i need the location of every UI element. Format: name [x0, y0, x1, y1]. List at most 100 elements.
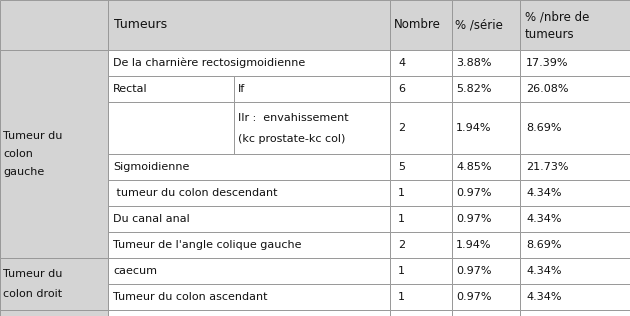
Text: caecum: caecum [113, 266, 157, 276]
Text: Tumeur du: Tumeur du [3, 269, 62, 279]
Bar [0, 180, 108, 206]
Bar [520, 258, 630, 284]
Bar [390, 232, 452, 258]
Bar [520, 76, 630, 102]
Text: 5: 5 [398, 162, 405, 172]
Bar [0, 102, 108, 154]
Bar [234, 76, 390, 102]
Text: colon droit: colon droit [3, 289, 62, 299]
Bar [452, 50, 520, 76]
Bar [452, 206, 520, 232]
Bar [108, 206, 390, 232]
Text: 1.94%: 1.94% [456, 123, 491, 133]
Bar [452, 258, 520, 284]
Bar [0, 310, 108, 316]
Text: % /nbre de: % /nbre de [525, 10, 590, 23]
Text: De la charnière rectosigmoidienne: De la charnière rectosigmoidienne [113, 58, 306, 68]
Bar [390, 258, 452, 284]
Bar [390, 206, 452, 232]
Text: Nombre: Nombre [394, 19, 441, 32]
Bar [0, 50, 108, 76]
Bar [452, 102, 520, 154]
Text: 1: 1 [398, 266, 405, 276]
Bar [108, 284, 390, 310]
Bar [452, 154, 520, 180]
Text: tumeur du colon descendant: tumeur du colon descendant [113, 188, 277, 198]
Bar [520, 310, 630, 316]
Text: 0.97%: 0.97% [456, 266, 491, 276]
Text: 2: 2 [398, 240, 405, 250]
Bar [520, 206, 630, 232]
Bar [390, 102, 452, 154]
Bar [0, 154, 108, 180]
Text: % /série: % /série [455, 19, 503, 32]
Bar [0, 284, 108, 310]
Bar [390, 76, 452, 102]
Bar [520, 180, 630, 206]
Text: IIr :  envahissement: IIr : envahissement [238, 112, 348, 123]
Bar [0, 50, 108, 258]
Bar [0, 76, 108, 102]
Bar [0, 258, 108, 310]
Bar [234, 102, 390, 154]
Text: Du canal anal: Du canal anal [113, 214, 190, 224]
Text: 26.08%: 26.08% [526, 84, 568, 94]
Bar [390, 50, 452, 76]
Bar [390, 310, 452, 316]
Bar [452, 284, 520, 310]
Bar [390, 154, 452, 180]
Bar [0, 258, 108, 284]
Bar [520, 232, 630, 258]
Text: 1: 1 [398, 214, 405, 224]
Bar [452, 310, 520, 316]
Bar [390, 180, 452, 206]
Text: (kc prostate-kc col): (kc prostate-kc col) [238, 134, 345, 144]
Text: 8.69%: 8.69% [526, 240, 561, 250]
Text: Sigmoidienne: Sigmoidienne [113, 162, 190, 172]
Text: 1.94%: 1.94% [456, 240, 491, 250]
Bar [108, 310, 390, 316]
Bar [108, 258, 390, 284]
Text: Tumeur du colon ascendant: Tumeur du colon ascendant [113, 292, 268, 302]
Text: 4.34%: 4.34% [526, 214, 561, 224]
Bar [108, 0, 390, 50]
Bar [452, 232, 520, 258]
Text: 17.39%: 17.39% [526, 58, 568, 68]
Bar [520, 284, 630, 310]
Bar [520, 0, 630, 50]
Text: Tumeurs: Tumeurs [114, 19, 167, 32]
Bar [452, 0, 520, 50]
Text: 4: 4 [398, 58, 405, 68]
Text: 8.69%: 8.69% [526, 123, 561, 133]
Text: 4.34%: 4.34% [526, 188, 561, 198]
Bar [390, 284, 452, 310]
Bar [108, 180, 390, 206]
Bar [0, 206, 108, 232]
Bar [520, 50, 630, 76]
Bar [390, 0, 452, 50]
Bar [108, 50, 390, 76]
Bar [108, 76, 234, 102]
Bar [520, 154, 630, 180]
Text: 2: 2 [398, 123, 405, 133]
Bar [108, 154, 390, 180]
Text: 3.88%: 3.88% [456, 58, 491, 68]
Text: 0.97%: 0.97% [456, 292, 491, 302]
Text: Tumeur de l'angle colique gauche: Tumeur de l'angle colique gauche [113, 240, 302, 250]
Text: 21.73%: 21.73% [526, 162, 568, 172]
Text: 1: 1 [398, 292, 405, 302]
Bar [0, 0, 108, 50]
Text: tumeurs: tumeurs [525, 27, 575, 40]
Text: 0.97%: 0.97% [456, 214, 491, 224]
Text: 4.34%: 4.34% [526, 292, 561, 302]
Text: Tumeur du: Tumeur du [3, 131, 62, 141]
Text: 4.34%: 4.34% [526, 266, 561, 276]
Text: 1: 1 [398, 188, 405, 198]
Text: Rectal: Rectal [113, 84, 147, 94]
Text: 4.85%: 4.85% [456, 162, 491, 172]
Text: 5.82%: 5.82% [456, 84, 491, 94]
Text: If: If [238, 84, 245, 94]
Bar [0, 232, 108, 258]
Text: 6: 6 [398, 84, 405, 94]
Bar [452, 180, 520, 206]
